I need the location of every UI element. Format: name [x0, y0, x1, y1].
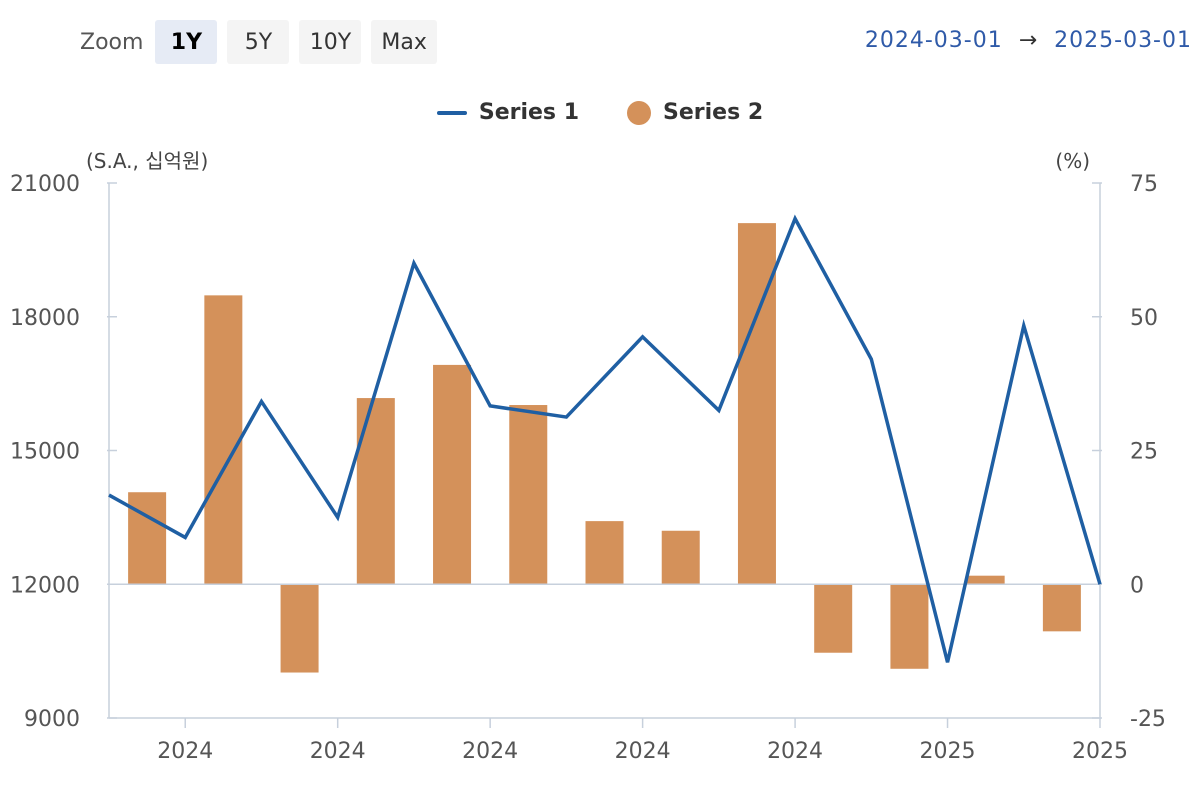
- left-tick-label: 18000: [10, 306, 80, 331]
- bar[interactable]: [966, 575, 1005, 585]
- right-axis-unit: (%): [1055, 149, 1090, 173]
- x-tick-label: 2025: [1072, 739, 1128, 764]
- line-swatch-icon: [436, 110, 467, 115]
- bar[interactable]: [585, 521, 624, 585]
- left-tick-label: 9000: [24, 707, 80, 732]
- legend-label-series-1: Series 1: [478, 100, 579, 125]
- legend-item-series-2[interactable]: Series 2: [627, 100, 763, 125]
- x-tick-label: 2024: [157, 739, 213, 764]
- legend-item-series-1[interactable]: Series 1: [436, 100, 579, 125]
- range-arrow-icon: →: [1018, 28, 1039, 53]
- bar[interactable]: [128, 492, 167, 585]
- bar[interactable]: [890, 584, 929, 669]
- x-tick-label: 2024: [767, 739, 823, 764]
- chart-axes: [107, 182, 1102, 728]
- left-tick-label: 12000: [10, 573, 80, 598]
- left-axis-unit: (S.A., 십억원): [86, 149, 208, 173]
- line-series: [108, 214, 1102, 663]
- range-to[interactable]: 2025-03-01: [1054, 28, 1192, 53]
- tick-labels: 21000 18000 15000 12000 9000 75 50 25 0 -25 (S.A.,…: [10, 149, 1166, 764]
- x-tick-label: 2025: [920, 739, 976, 764]
- left-tick-label: 21000: [10, 172, 80, 197]
- zoom-max-button[interactable]: Max: [371, 20, 437, 64]
- range-from[interactable]: 2024-03-01: [864, 28, 1003, 53]
- bar[interactable]: [661, 530, 700, 585]
- zoom-10y-button[interactable]: 10Y: [299, 20, 362, 64]
- x-tick-label: 2024: [615, 739, 671, 764]
- bar[interactable]: [356, 398, 395, 585]
- right-tick-label: 0: [1130, 573, 1144, 598]
- right-tick-label: 50: [1130, 306, 1158, 331]
- right-tick-label: 25: [1130, 440, 1158, 465]
- bar[interactable]: [509, 405, 548, 585]
- x-tick-label: 2024: [310, 739, 366, 764]
- x-tick-label: 2024: [462, 739, 518, 764]
- right-tick-label: 75: [1130, 172, 1158, 197]
- bar-series: [128, 223, 1081, 673]
- bar[interactable]: [814, 584, 853, 653]
- zoom-5y-button[interactable]: 5Y: [227, 20, 290, 64]
- dot-swatch-icon: [627, 100, 651, 125]
- bar[interactable]: [204, 295, 243, 585]
- zoom-1y-button[interactable]: 1Y: [155, 20, 218, 64]
- zoom-bar: Zoom 1Y 5Y 10Y Max: [80, 20, 437, 64]
- date-range: 2024-03-01 → 2025-03-01: [865, 28, 1192, 53]
- bar[interactable]: [1042, 584, 1081, 632]
- bar[interactable]: [280, 584, 319, 673]
- zoom-label: Zoom: [80, 29, 144, 55]
- legend-label-series-2: Series 2: [663, 100, 764, 125]
- chart-legend: Series 1 Series 2: [0, 100, 1200, 125]
- left-tick-label: 15000: [10, 440, 80, 465]
- bar[interactable]: [433, 364, 472, 585]
- right-tick-label: -25: [1130, 707, 1166, 732]
